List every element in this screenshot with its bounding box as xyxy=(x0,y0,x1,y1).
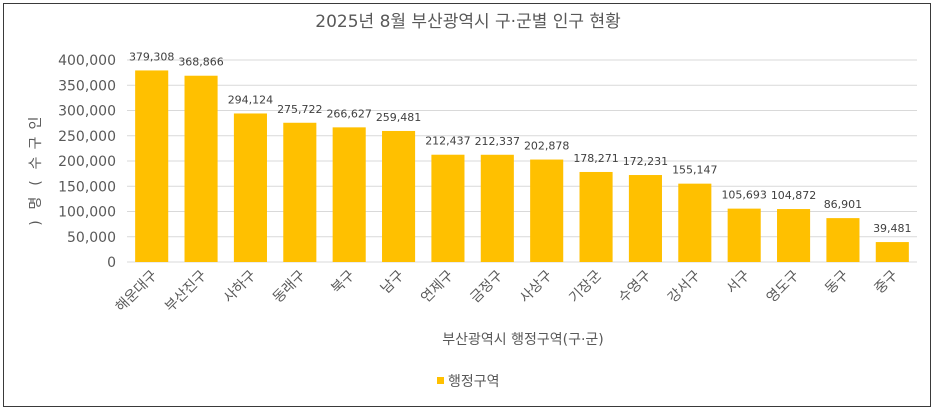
x-category-label: 연제구 xyxy=(418,267,457,306)
y-axis-title-char: ) xyxy=(28,220,44,225)
data-label: 39,481 xyxy=(873,222,912,235)
data-label: 275,722 xyxy=(277,103,323,116)
y-tick-label: 100,000 xyxy=(58,205,116,221)
bar xyxy=(184,75,218,262)
x-category-label: 강서구 xyxy=(665,267,704,306)
y-tick-label: 50,000 xyxy=(67,230,116,246)
x-category-label: 동래구 xyxy=(270,267,309,306)
data-label: 212,337 xyxy=(475,135,521,148)
bar xyxy=(530,159,564,262)
y-tick-label: 400,000 xyxy=(58,53,116,69)
data-label: 266,627 xyxy=(326,107,372,120)
x-category-label: 수영구 xyxy=(616,267,655,306)
x-axis-title: 부산광역시 행정구역(구·군) xyxy=(442,332,604,348)
bar xyxy=(826,218,860,262)
data-label: 105,693 xyxy=(721,189,767,202)
y-tick-label: 300,000 xyxy=(58,104,116,120)
legend-swatch xyxy=(437,377,444,384)
data-label: 86,901 xyxy=(824,198,863,211)
chart-title: 2025년 8월 부산광역시 구·군별 인구 현황 xyxy=(315,12,620,32)
bar xyxy=(727,208,761,262)
bar xyxy=(875,242,909,262)
bar xyxy=(480,154,514,262)
bar xyxy=(431,154,465,262)
data-label: 155,147 xyxy=(672,164,718,177)
data-label: 104,872 xyxy=(771,189,817,202)
y-axis-title-char: 인 xyxy=(28,117,44,130)
y-tick-label: 250,000 xyxy=(58,129,116,145)
x-category-label: 사하구 xyxy=(221,267,260,306)
x-category-label: 동구 xyxy=(822,267,852,297)
data-label: 172,231 xyxy=(623,155,669,168)
x-category-label: 해운대구 xyxy=(113,267,161,315)
bars xyxy=(135,70,909,262)
x-category-label: 영도구 xyxy=(764,267,803,306)
bar xyxy=(678,183,712,262)
y-axis-title-char: 구 xyxy=(28,136,44,149)
y-axis-ticks: 0 50,000 100,000 150,000 200,000 250,000 300,0… xyxy=(58,53,116,271)
data-label: 368,866 xyxy=(178,56,224,69)
x-category-label: 북구 xyxy=(328,267,358,297)
data-label: 259,481 xyxy=(376,111,422,124)
bar xyxy=(628,175,662,262)
bar xyxy=(233,113,267,262)
bar xyxy=(777,209,811,262)
y-axis-title-char: ( xyxy=(28,180,44,185)
data-label: 202,878 xyxy=(524,140,570,153)
x-category-label: 중구 xyxy=(872,267,902,297)
data-label: 178,271 xyxy=(573,152,619,165)
bar xyxy=(382,130,416,262)
bar xyxy=(579,171,613,262)
data-label: 294,124 xyxy=(228,93,274,106)
x-category-label: 금정구 xyxy=(468,267,507,306)
data-label: 379,308 xyxy=(129,50,175,63)
y-axis-title-char: 명 xyxy=(28,197,44,210)
x-category-label: 서구 xyxy=(723,267,753,297)
x-category-label: 남구 xyxy=(378,267,408,297)
x-category-label: 부산진구 xyxy=(162,267,210,315)
y-axis-title-char: 수 xyxy=(28,156,44,169)
legend-label: 행정구역 xyxy=(448,374,500,390)
x-axis-categories: 해운대구 부산진구 사하구 동래구 북구 남구 연제구 금정구 사상구 기장군 수영구 강서구 서구 영도… xyxy=(113,267,901,315)
data-label: 212,437 xyxy=(425,135,471,148)
x-category-label: 기장군 xyxy=(566,267,605,306)
bar xyxy=(283,122,317,262)
y-tick-label: 0 xyxy=(107,255,116,271)
x-category-label: 사상구 xyxy=(517,267,556,306)
y-axis-title: 인구수 ( 명) xyxy=(28,117,44,226)
bar xyxy=(332,127,366,262)
y-tick-label: 200,000 xyxy=(58,154,116,170)
y-tick-label: 350,000 xyxy=(58,78,116,94)
bar xyxy=(135,70,169,262)
y-tick-label: 150,000 xyxy=(58,179,116,195)
